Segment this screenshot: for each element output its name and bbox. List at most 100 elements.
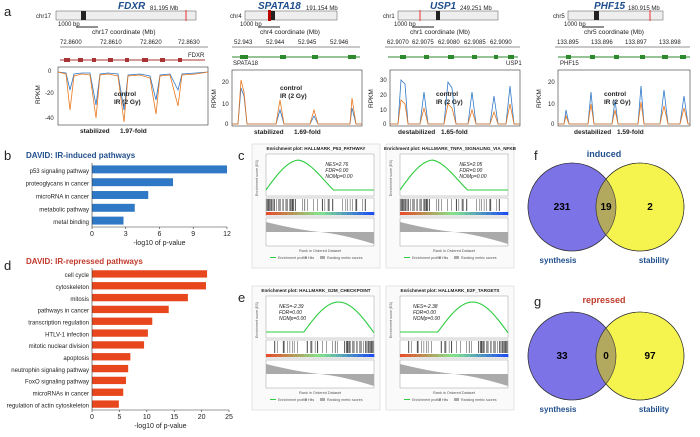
fold-label: 1.69-fold	[294, 129, 321, 136]
ideogram-band	[594, 11, 599, 20]
x-tick-label: 3	[124, 231, 128, 238]
gene-title: SPATA18	[258, 1, 301, 12]
verdict-label: stabilized	[254, 129, 284, 136]
bar-category-label: mitotic nuclear division	[29, 344, 89, 350]
legend-hits: Hits	[308, 398, 314, 402]
ir-trace	[390, 99, 520, 125]
rank-gradient-cell	[470, 354, 476, 357]
chart-b: p53 signaling pathway proteoglycans in ca…	[26, 163, 231, 247]
legend-control: control	[604, 91, 626, 98]
rank-gradient-cell	[347, 354, 353, 357]
gsea-title: Enrichment plot: HALLMARK_P53_PATHWAY	[267, 146, 366, 151]
verdict-label: destabilized	[398, 129, 435, 136]
es-y-label: Enrichment score (ES)	[255, 160, 259, 196]
gsea-fdr: FDR=0.00	[413, 310, 436, 316]
x-tick-label: 20	[198, 414, 206, 421]
enrichment-profile	[399, 159, 508, 191]
rank-gradient-cell	[368, 354, 375, 357]
coord-tick: 62.9090	[490, 40, 512, 46]
venn-left-count: 33	[556, 351, 568, 362]
ranking-metric-fill	[400, 364, 508, 386]
x-tick-label: 5	[117, 414, 121, 421]
rank-gradient-cell	[421, 354, 428, 357]
coord-axis-label: chr4 coordinate (Mb)	[260, 29, 320, 36]
venn-middle-count: 19	[600, 202, 612, 213]
chart-d-title: DAVID: IR-repressed pathways	[26, 257, 143, 266]
panel-label-c: c	[238, 148, 245, 163]
chrom-position: 81.195 Mb	[150, 6, 179, 12]
x-tick-label: 0	[90, 414, 94, 421]
rank-gradient-cell	[298, 212, 305, 215]
bar-category-label: metabolic pathway	[39, 207, 89, 213]
rank-gradient-cell	[475, 354, 482, 357]
rank-gradient-cell	[432, 212, 439, 215]
ideogram-band	[81, 11, 86, 20]
ranking-metric-fill	[400, 222, 508, 244]
rank-gradient-cell	[486, 212, 493, 215]
rank-gradient-cell	[481, 354, 487, 357]
es-plot-area	[399, 295, 509, 339]
legend-control: control	[280, 85, 302, 92]
rank-gradient-cell	[486, 354, 493, 357]
chromosome-ideogram	[244, 10, 338, 21]
coord-axis-label: chr17 coordinate (Mb)	[92, 29, 156, 36]
track-spata18: SPATA18 191.154 Mb chr4 1000 bp chr4 coo…	[211, 1, 363, 136]
y-tick: 20	[222, 80, 229, 86]
enrichment-profile	[266, 301, 375, 334]
coord-tick: 62.9080	[438, 40, 460, 46]
ideogram-band	[436, 11, 440, 20]
rank-gradient-cell	[336, 354, 342, 357]
bar	[92, 353, 131, 361]
gsea-nes: NES=2.76	[325, 162, 348, 168]
ideogram-marker	[268, 10, 271, 21]
y-tick: 10	[548, 102, 555, 108]
coord-tick: 62.9085	[464, 40, 486, 46]
gsea-x-label: Rank in Ordered Dataset	[299, 249, 342, 253]
panel-label-a: a	[4, 4, 12, 19]
legend-profile: Enrichment profile	[278, 398, 307, 402]
es-y-label: Enrichment score (ES)	[389, 302, 393, 338]
gsea-title: Enrichment plot: HALLMARK_TNFA_SIGNALING…	[384, 146, 517, 151]
bar-category-label: neutrophin signaling pathway	[11, 368, 89, 374]
venn-right-count: 97	[644, 351, 656, 362]
gene-model-label: FDXR	[188, 53, 205, 59]
rank-gradient-cell	[470, 212, 476, 215]
rank-gradient-cell	[276, 212, 283, 215]
fold-label: 1.65-fold	[441, 129, 468, 136]
legend-hits: Hits	[308, 256, 314, 260]
rank-gradient-cell	[282, 212, 288, 215]
rank-gradient-cell	[432, 354, 439, 357]
gsea-nomp: NOMp=0.00	[459, 174, 486, 180]
gsea-x-label: Rank in Ordered Dataset	[433, 249, 476, 253]
rank-gradient-cell	[416, 212, 422, 215]
venn-induced: 231 19 2 synthesis stability	[527, 162, 685, 265]
rank-gradient-cell	[271, 354, 278, 357]
bar	[92, 293, 188, 302]
legend-hits: Hits	[442, 398, 448, 402]
rank-gradient-cell	[282, 354, 288, 357]
rank-gradient-cell	[481, 212, 487, 215]
rank-gradient-cell	[352, 212, 359, 215]
rank-gradient-cell	[287, 212, 294, 215]
coord-tick: 72.8620	[140, 40, 162, 46]
rank-gradient-cell	[405, 354, 412, 357]
rank-gradient-cell	[276, 354, 283, 357]
rank-gradient-cell	[314, 212, 321, 215]
rank-gradient-cell	[437, 212, 444, 215]
rank-gradient-cell	[400, 212, 406, 215]
rank-gradient-cell	[459, 212, 466, 215]
x-tick-label: 0	[90, 231, 94, 238]
rank-gradient-cell	[464, 212, 471, 215]
bar-category-label: mitosis	[70, 297, 89, 303]
ideogram-band	[271, 11, 275, 20]
x-tick-label: 25	[225, 414, 233, 421]
x-tick-label: 12	[223, 231, 231, 238]
legend-control: control	[114, 91, 136, 98]
gsea-plot-g2m: Enrichment plot: HALLMARK_G2M_CHECKPOINT…	[251, 285, 381, 411]
rank-gradient-cell	[475, 212, 482, 215]
venn-overlap	[595, 328, 617, 384]
legend-swatch	[320, 256, 325, 259]
bar-category-label: metal binding	[53, 220, 89, 226]
track-phf15: PHF15 180.915 Mb chr5 1000 bp chr5 coord…	[536, 1, 691, 136]
bar	[92, 282, 206, 290]
